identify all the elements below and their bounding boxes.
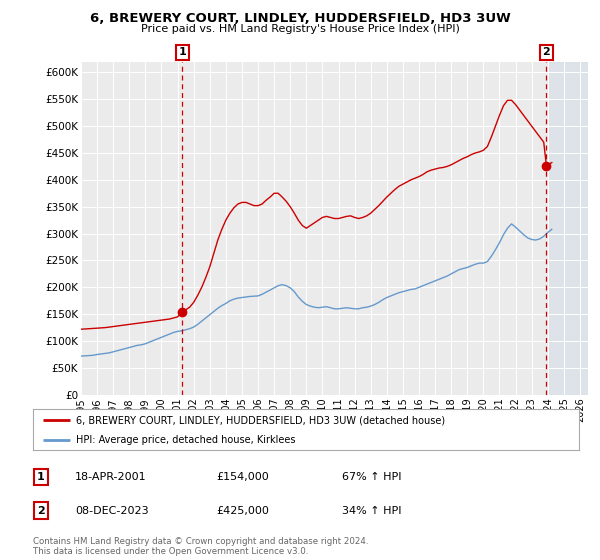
Text: This data is licensed under the Open Government Licence v3.0.: This data is licensed under the Open Gov… — [33, 547, 308, 556]
Text: 34% ↑ HPI: 34% ↑ HPI — [342, 506, 401, 516]
Text: 2: 2 — [37, 506, 44, 516]
Text: 08-DEC-2023: 08-DEC-2023 — [75, 506, 149, 516]
Text: Contains HM Land Registry data © Crown copyright and database right 2024.: Contains HM Land Registry data © Crown c… — [33, 537, 368, 546]
Text: 2: 2 — [542, 48, 550, 58]
Text: 1: 1 — [37, 472, 44, 482]
Text: Price paid vs. HM Land Registry's House Price Index (HPI): Price paid vs. HM Land Registry's House … — [140, 24, 460, 34]
Text: HPI: Average price, detached house, Kirklees: HPI: Average price, detached house, Kirk… — [76, 436, 295, 445]
Text: 67% ↑ HPI: 67% ↑ HPI — [342, 472, 401, 482]
Text: £425,000: £425,000 — [216, 506, 269, 516]
Text: 18-APR-2001: 18-APR-2001 — [75, 472, 146, 482]
Text: 1: 1 — [179, 48, 186, 58]
Bar — [548, 62, 588, 395]
Text: £154,000: £154,000 — [216, 472, 269, 482]
Text: 6, BREWERY COURT, LINDLEY, HUDDERSFIELD, HD3 3UW (detached house): 6, BREWERY COURT, LINDLEY, HUDDERSFIELD,… — [76, 416, 445, 425]
Text: 6, BREWERY COURT, LINDLEY, HUDDERSFIELD, HD3 3UW: 6, BREWERY COURT, LINDLEY, HUDDERSFIELD,… — [89, 12, 511, 25]
